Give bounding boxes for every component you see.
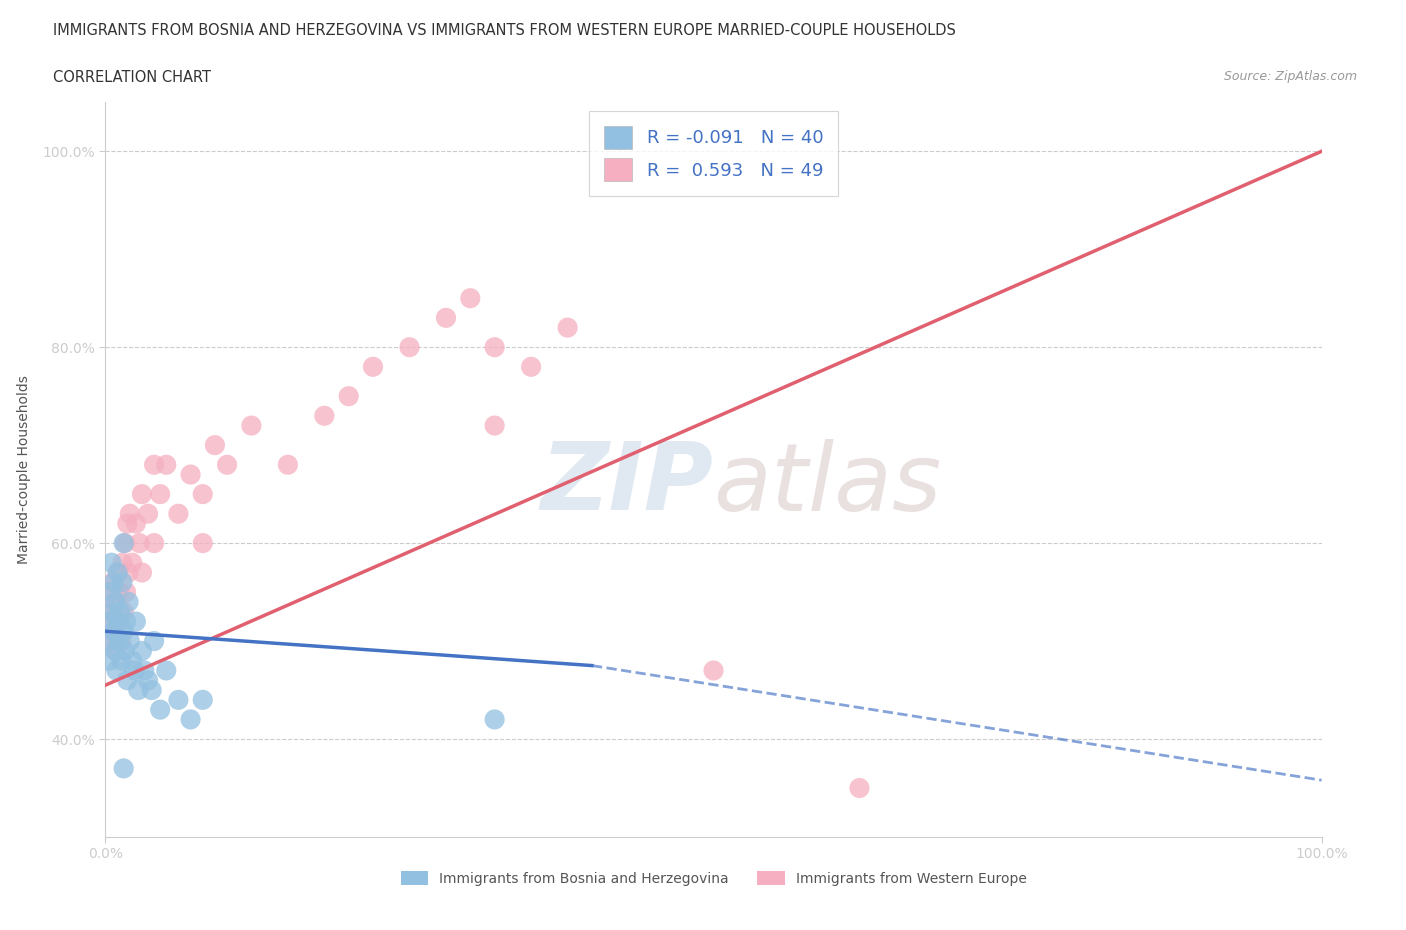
Point bbox=[98, 633, 121, 648]
Point bbox=[484, 339, 506, 354]
Point bbox=[136, 672, 159, 687]
Point bbox=[105, 663, 128, 678]
Point bbox=[434, 311, 457, 325]
Point bbox=[167, 506, 190, 521]
Point bbox=[121, 555, 143, 570]
Point bbox=[484, 418, 506, 433]
Point bbox=[105, 644, 128, 658]
Point bbox=[180, 467, 202, 482]
Point bbox=[141, 683, 163, 698]
Point bbox=[111, 575, 134, 590]
Point bbox=[118, 633, 141, 648]
Point bbox=[458, 291, 481, 306]
Point bbox=[112, 624, 135, 639]
Point bbox=[107, 565, 129, 580]
Point bbox=[110, 633, 132, 648]
Point bbox=[191, 486, 214, 501]
Point bbox=[103, 575, 125, 590]
Point bbox=[131, 644, 153, 658]
Point bbox=[100, 585, 122, 600]
Point bbox=[191, 693, 214, 708]
Point bbox=[217, 458, 239, 472]
Point bbox=[101, 604, 124, 619]
Point bbox=[108, 614, 131, 629]
Point bbox=[191, 536, 214, 551]
Point bbox=[103, 624, 125, 639]
Point bbox=[108, 633, 131, 648]
Text: Source: ZipAtlas.com: Source: ZipAtlas.com bbox=[1223, 70, 1357, 83]
Point bbox=[125, 516, 148, 531]
Point bbox=[100, 555, 122, 570]
Point bbox=[204, 438, 226, 453]
Point bbox=[361, 359, 384, 374]
Point bbox=[104, 594, 127, 609]
Point bbox=[98, 633, 121, 648]
Point bbox=[131, 565, 153, 580]
Point bbox=[117, 516, 139, 531]
Point bbox=[104, 594, 127, 609]
Point bbox=[101, 575, 124, 590]
Point bbox=[114, 536, 136, 551]
Point bbox=[97, 614, 120, 629]
Legend: Immigrants from Bosnia and Herzegovina, Immigrants from Western Europe: Immigrants from Bosnia and Herzegovina, … bbox=[394, 864, 1033, 893]
Point bbox=[143, 536, 166, 551]
Point bbox=[100, 604, 122, 619]
Point bbox=[117, 565, 139, 580]
Point bbox=[115, 614, 138, 629]
Point bbox=[98, 653, 121, 668]
Point bbox=[103, 624, 125, 639]
Point bbox=[314, 408, 336, 423]
Point bbox=[114, 644, 136, 658]
Point bbox=[155, 663, 177, 678]
Point bbox=[136, 506, 159, 521]
Point bbox=[131, 486, 153, 501]
Point bbox=[149, 486, 172, 501]
Point bbox=[112, 604, 135, 619]
Point bbox=[107, 614, 129, 629]
Point bbox=[520, 359, 543, 374]
Text: ZIP: ZIP bbox=[541, 438, 713, 530]
Point bbox=[107, 565, 129, 580]
Point bbox=[149, 702, 172, 717]
Point bbox=[143, 458, 166, 472]
Point bbox=[484, 712, 506, 727]
Point bbox=[143, 633, 166, 648]
Point bbox=[398, 339, 420, 354]
Point bbox=[111, 555, 134, 570]
Point bbox=[848, 780, 870, 795]
Point bbox=[117, 594, 139, 609]
Point bbox=[125, 614, 148, 629]
Point bbox=[108, 585, 131, 600]
Point bbox=[134, 663, 156, 678]
Point bbox=[124, 663, 146, 678]
Point bbox=[112, 761, 135, 776]
Point bbox=[121, 653, 143, 668]
Text: atlas: atlas bbox=[713, 439, 942, 530]
Point bbox=[117, 672, 139, 687]
Y-axis label: Married-couple Households: Married-couple Households bbox=[17, 375, 31, 565]
Point bbox=[110, 653, 132, 668]
Point bbox=[104, 644, 127, 658]
Point bbox=[702, 663, 725, 678]
Point bbox=[128, 536, 150, 551]
Point bbox=[277, 458, 299, 472]
Point bbox=[108, 604, 131, 619]
Point bbox=[115, 585, 138, 600]
Point bbox=[98, 585, 121, 600]
Point bbox=[167, 693, 190, 708]
Point bbox=[557, 320, 579, 335]
Point bbox=[97, 614, 120, 629]
Point bbox=[127, 683, 149, 698]
Text: IMMIGRANTS FROM BOSNIA AND HERZEGOVINA VS IMMIGRANTS FROM WESTERN EUROPE MARRIED: IMMIGRANTS FROM BOSNIA AND HERZEGOVINA V… bbox=[53, 23, 956, 38]
Point bbox=[240, 418, 263, 433]
Point bbox=[118, 506, 141, 521]
Text: CORRELATION CHART: CORRELATION CHART bbox=[53, 70, 211, 85]
Point bbox=[155, 458, 177, 472]
Point bbox=[112, 536, 135, 551]
Point bbox=[337, 389, 360, 404]
Point bbox=[180, 712, 202, 727]
